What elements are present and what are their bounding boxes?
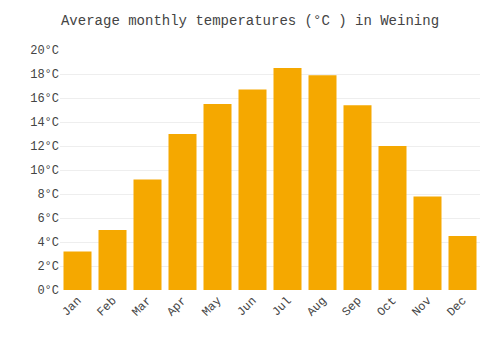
svg-text:Aug: Aug (304, 294, 329, 319)
svg-text:4°C: 4°C (37, 236, 59, 250)
svg-text:Dec: Dec (444, 294, 469, 319)
svg-text:Apr: Apr (164, 294, 189, 319)
svg-text:18°C: 18°C (30, 68, 59, 82)
svg-text:16°C: 16°C (30, 92, 59, 106)
svg-text:May: May (199, 294, 224, 319)
svg-text:6°C: 6°C (37, 212, 59, 226)
svg-text:8°C: 8°C (37, 188, 59, 202)
svg-text:10°C: 10°C (30, 164, 59, 178)
svg-text:Jul: Jul (269, 294, 294, 319)
svg-text:Jun: Jun (234, 294, 259, 319)
svg-text:0°C: 0°C (37, 284, 59, 298)
svg-text:14°C: 14°C (30, 116, 59, 130)
svg-text:Mar: Mar (129, 294, 154, 319)
svg-text:2°C: 2°C (37, 260, 59, 274)
svg-text:20°C: 20°C (30, 44, 59, 58)
svg-text:Nov: Nov (409, 294, 434, 319)
svg-text:12°C: 12°C (30, 140, 59, 154)
svg-text:Oct: Oct (374, 294, 399, 319)
svg-text:Average monthly temperatures (: Average monthly temperatures (°C ) in We… (61, 13, 439, 29)
svg-text:Feb: Feb (94, 294, 119, 319)
svg-text:Jan: Jan (59, 294, 84, 319)
svg-text:Sep: Sep (339, 294, 364, 319)
